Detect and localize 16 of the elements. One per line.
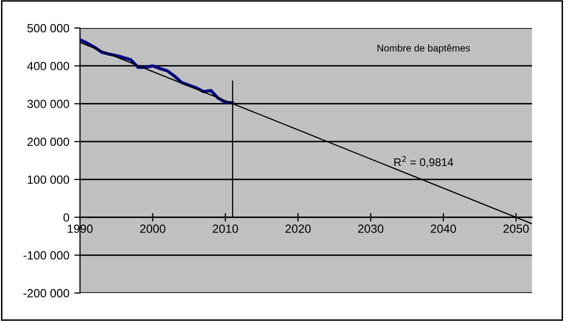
x-tick-label: 2040: [430, 224, 456, 233]
y-tick-label: 200 000: [28, 138, 70, 146]
y-tick-label: 0: [63, 213, 70, 222]
y-tick-label: 500 000: [27, 24, 70, 32]
x-tick-label: 2030: [358, 224, 384, 233]
x-tick-label: 2010: [212, 224, 238, 233]
x-tick-label: 2050: [503, 224, 529, 233]
x-tick-label: 2000: [140, 224, 166, 233]
y-tick-label: 400 000: [27, 62, 70, 70]
y-tick-label: 100 000: [28, 175, 70, 184]
x-tick-label: 2020: [285, 224, 311, 233]
y-tick-label: -100 000: [24, 251, 70, 260]
y-tick-label: 300 000: [27, 100, 70, 108]
text: Nombre de baptêmes: [378, 44, 470, 54]
annotation: R$^{2}$ = 0,9814: [394, 156, 454, 168]
y-tick-label: -200 000: [24, 289, 70, 298]
